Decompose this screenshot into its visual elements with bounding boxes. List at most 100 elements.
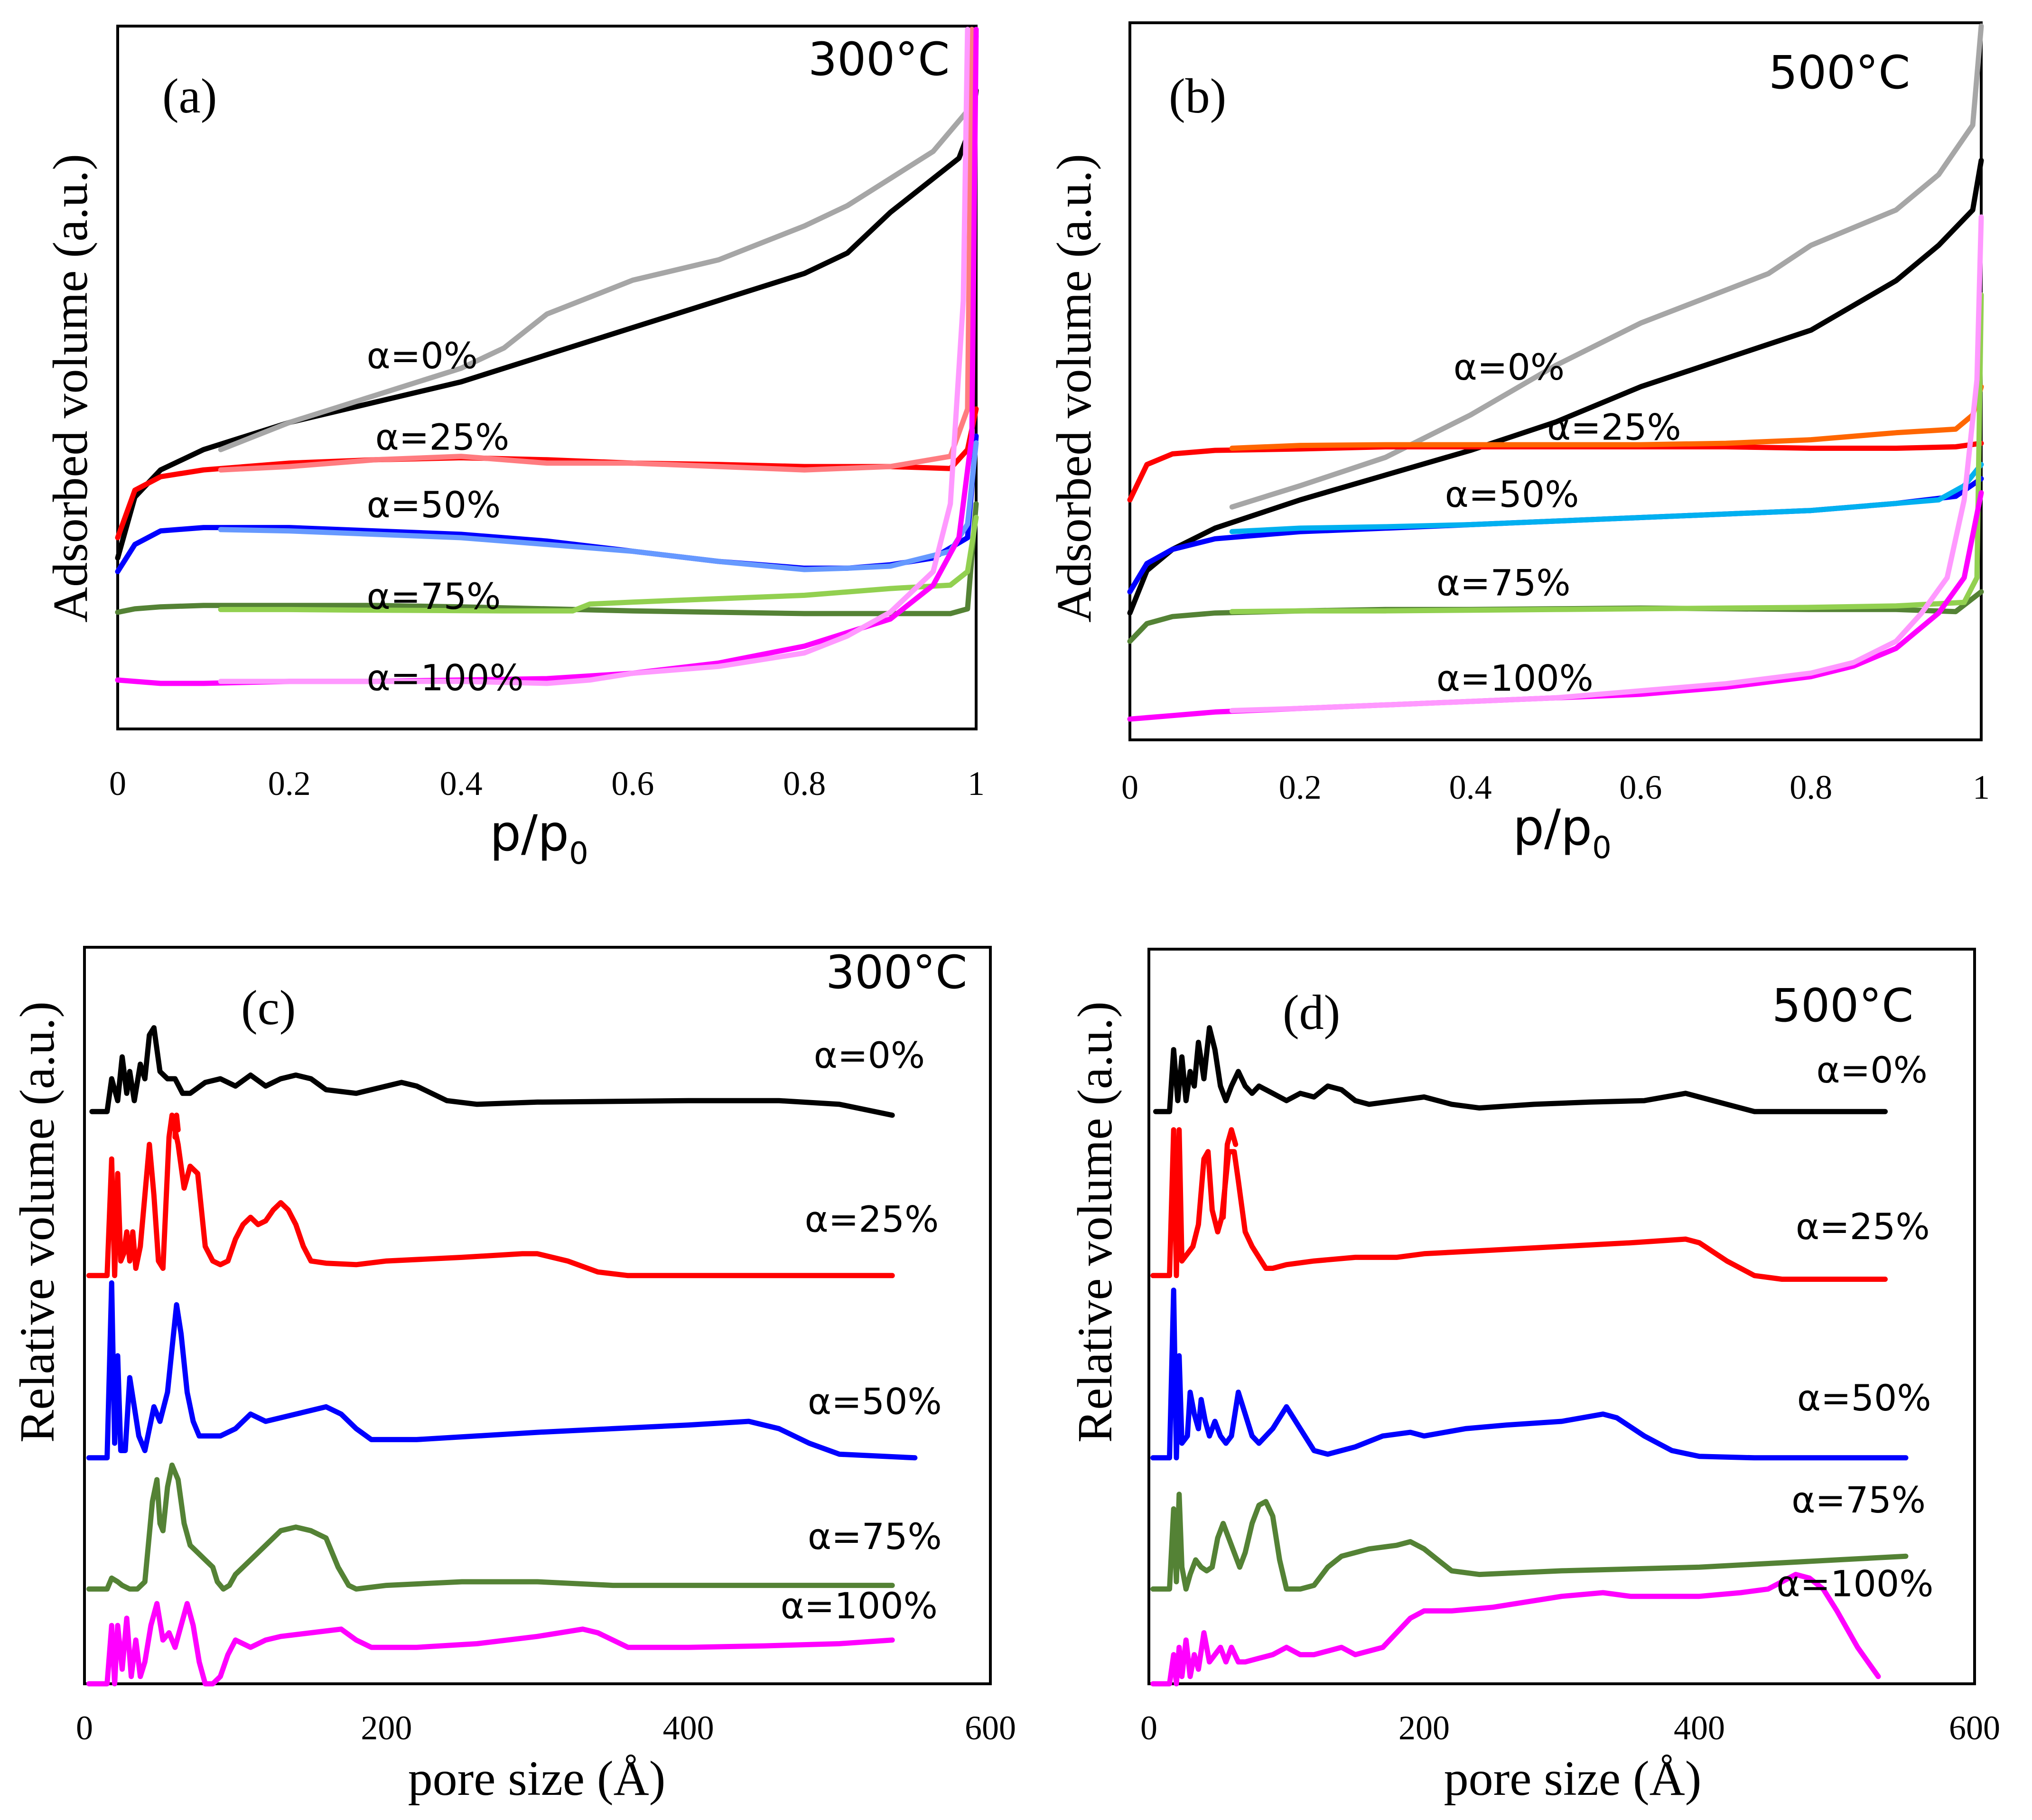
panel-d-frame <box>1147 948 1976 1685</box>
panel-d-series-5 <box>1150 1572 1881 1687</box>
panel-a-xtick-1: 0.2 <box>268 765 311 803</box>
panel-a-series-label-0: α=0% <box>367 335 478 377</box>
panel-b-series-label-4: α=100% <box>1436 657 1594 700</box>
panel-c-xticks: 0 200 400 600 <box>76 1709 1016 1747</box>
panel-b-temperature: 500°C <box>1769 46 1910 99</box>
panel-a-series-4 <box>115 433 979 574</box>
panel-b-series-labels: α=0% α=25% α=50% α=75% α=100% <box>1436 346 1681 700</box>
panel-d-series-0 <box>1153 1025 1888 1114</box>
panel-c-series-label-4: α=100% <box>781 1585 938 1627</box>
panel-b-label: (b) <box>1169 69 1226 123</box>
panel-b-series-7 <box>1229 292 1984 615</box>
panel-d-x-axis-title: pore size (Å) <box>1444 1751 1702 1806</box>
panel-c-series-3 <box>86 1280 918 1461</box>
panel-c-series-0 <box>89 1025 895 1118</box>
panel-d-series-4 <box>1150 1492 1909 1592</box>
panel-a-series-0 <box>115 88 979 561</box>
panel-c-series-label-3: α=75% <box>808 1515 942 1558</box>
panel-d-series-1 <box>1150 1127 1888 1282</box>
panel-c-series-5 <box>86 1601 895 1687</box>
panel-d-xtick-2: 400 <box>1674 1709 1725 1747</box>
panel-d-series-label-2: α=50% <box>1797 1377 1931 1419</box>
panel-b-y-axis-title: Adsorbed volume (a.u.) <box>1047 154 1101 623</box>
panel-b-series-label-1: α=25% <box>1547 406 1681 448</box>
panel-d-xtick-0: 0 <box>1140 1709 1157 1747</box>
panel-b-xtick-1: 0.2 <box>1279 768 1322 806</box>
panel-b-xtick-3: 0.6 <box>1619 768 1662 806</box>
panel-a-label: (a) <box>162 69 217 123</box>
panel-d-series-label-4: α=100% <box>1776 1563 1933 1605</box>
panel-c-series-label-2: α=50% <box>808 1381 942 1423</box>
panel-a-xtick-5: 1 <box>968 765 985 803</box>
panel-d-label: (d) <box>1283 985 1340 1040</box>
panel-a-series-1 <box>218 33 979 452</box>
panel-a-xtick-2: 0.4 <box>440 765 483 803</box>
panel-c-series-label-1: α=25% <box>805 1198 939 1241</box>
panel-a-series-label-2: α=50% <box>367 484 501 526</box>
panel-a-frame <box>116 25 978 730</box>
panel-d-series-label-0: α=0% <box>1817 1049 1928 1091</box>
panel-a-xtick-4: 0.8 <box>783 765 826 803</box>
panel-b-xtick-0: 0 <box>1121 768 1138 806</box>
panel-a-series-label-3: α=75% <box>367 575 501 617</box>
panel-b-series-label-0: α=0% <box>1454 346 1565 388</box>
panel-c-series-4 <box>86 1462 895 1592</box>
panel-c: 0 200 400 600 α=0% α=25% α=50% α=75% α=100% (c)… <box>10 946 1016 1806</box>
panel-b-xtick-4: 0.8 <box>1790 768 1832 806</box>
panel-c-curves <box>86 1025 918 1687</box>
panel-c-xtick-0: 0 <box>76 1709 93 1747</box>
panel-b-series-label-3: α=75% <box>1436 561 1571 604</box>
panel-b: 0 0.2 0.4 0.6 0.8 1 α=0% α=25% α=50% α=75% α=100%… <box>1047 21 1990 866</box>
panel-a-series-2 <box>115 406 979 541</box>
panel-d-curves <box>1150 1025 1909 1687</box>
panel-c-y-axis-title: Relative volume (a.u.) <box>10 1001 65 1443</box>
panel-b-series-1 <box>1229 23 1984 510</box>
panel-c-series-1 <box>86 1112 895 1279</box>
panel-a-x-axis-title: p/p0 <box>490 804 588 871</box>
panel-a-xtick-0: 0 <box>109 765 126 803</box>
panel-b-series-0 <box>1127 158 1984 616</box>
panel-a-curves <box>115 27 979 686</box>
panel-a-series-label-4: α=100% <box>367 656 524 699</box>
panel-b-series-5 <box>1229 462 1984 534</box>
panel-a-series-6 <box>115 501 979 616</box>
panel-d-xtick-1: 200 <box>1398 1709 1450 1747</box>
panel-d-series-2 <box>1221 1127 1239 1220</box>
panel-a-series-3 <box>218 27 975 473</box>
panel-a-xtick-3: 0.6 <box>611 765 654 803</box>
panel-d-series-label-3: α=75% <box>1791 1479 1926 1521</box>
panel-d-xticks: 0 200 400 600 <box>1140 1709 2000 1747</box>
panel-b-xticks: 0 0.2 0.4 0.6 0.8 1 <box>1121 768 1990 806</box>
panel-a: 0 0.2 0.4 0.6 0.8 1 α=0% α=25% α=50% α=75% α=100%… <box>43 25 985 871</box>
panel-b-xtick-2: 0.4 <box>1449 768 1492 806</box>
panel-a-series-labels: α=0% α=25% α=50% α=75% α=100% <box>367 335 524 699</box>
panel-d-series-label-1: α=25% <box>1796 1205 1930 1248</box>
panel-c-label: (c) <box>241 980 296 1035</box>
panel-d-y-axis-title: Relative volume (a.u.) <box>1068 1001 1122 1443</box>
panel-d-xtick-3: 600 <box>1949 1709 2000 1747</box>
panel-c-series-labels: α=0% α=25% α=50% α=75% α=100% <box>781 1034 942 1627</box>
panel-a-xticks: 0 0.2 0.4 0.6 0.8 1 <box>109 765 985 803</box>
panel-a-series-label-1: α=25% <box>375 416 510 458</box>
panel-c-xtick-3: 600 <box>965 1709 1016 1747</box>
panel-b-series-label-2: α=50% <box>1445 473 1579 515</box>
panel-d-series-labels: α=0% α=25% α=50% α=75% α=100% <box>1776 1049 1933 1605</box>
panel-c-frame <box>83 946 992 1685</box>
panel-a-x-axis-subscript: 0 <box>569 836 588 871</box>
panel-b-x-axis-title: p/p0 <box>1513 799 1612 866</box>
panel-a-series-9 <box>218 27 970 686</box>
panel-c-series-2 <box>172 1112 181 1140</box>
panel-c-temperature: 300°C <box>826 946 967 999</box>
panel-b-xtick-5: 1 <box>1973 768 1990 806</box>
panel-b-x-axis-subscript: 0 <box>1592 831 1612 866</box>
panel-b-curves <box>1127 23 1984 722</box>
panel-a-y-axis-title: Adsorbed volume (a.u.) <box>43 154 98 623</box>
panel-b-series-3 <box>1229 384 1984 451</box>
panel-a-series-7 <box>218 514 979 614</box>
panel-a-x-axis-main: p/p <box>490 804 569 862</box>
panel-b-x-axis-main: p/p <box>1513 799 1592 857</box>
panel-c-xtick-1: 200 <box>361 1709 412 1747</box>
panel-c-x-axis-title: pore size (Å) <box>408 1751 666 1806</box>
panel-c-xtick-2: 400 <box>663 1709 714 1747</box>
